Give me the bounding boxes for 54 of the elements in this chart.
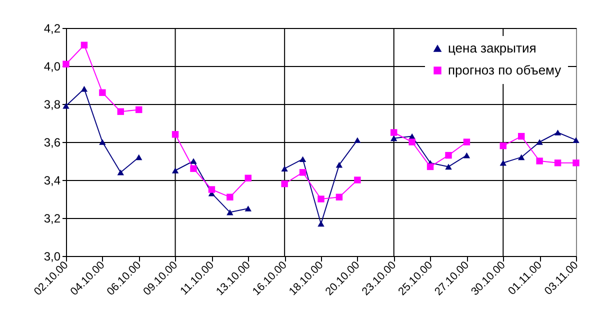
point: [445, 164, 452, 170]
point: [572, 160, 580, 166]
point: [572, 137, 580, 144]
y-tick-label: 4,2: [44, 22, 61, 36]
point: [281, 166, 288, 172]
point: [136, 106, 142, 114]
point: [117, 169, 124, 176]
y-tick-label: 3,0: [44, 250, 61, 264]
point: [445, 152, 452, 159]
point: [536, 139, 543, 145]
point: [208, 186, 216, 193]
point: [244, 174, 252, 182]
point: [172, 168, 179, 174]
point: [354, 137, 361, 144]
point: [463, 138, 470, 146]
point: [190, 165, 197, 172]
point: [518, 154, 525, 160]
legend-label: цена закрытия: [448, 40, 536, 56]
point: [80, 42, 88, 48]
y-tick-label: 3,8: [44, 98, 61, 112]
point: [136, 154, 142, 160]
y-tick-label: 3,4: [44, 174, 61, 188]
point: [554, 130, 562, 136]
point: [554, 160, 562, 166]
point: [80, 86, 88, 92]
point: [408, 138, 416, 146]
point: [299, 156, 306, 162]
point: [117, 108, 124, 115]
point: [99, 139, 106, 145]
point: [354, 176, 361, 184]
point: [244, 206, 252, 212]
y-tick-label: 4,0: [44, 60, 61, 74]
point: [299, 169, 306, 176]
y-tick-label: 3,2: [44, 212, 61, 226]
point: [390, 129, 398, 136]
point: [518, 132, 525, 140]
point: [281, 180, 288, 188]
point: [500, 142, 506, 150]
point: [99, 89, 106, 96]
point: [226, 194, 234, 200]
legend-label: прогноз по объему: [448, 62, 562, 78]
point: [226, 209, 234, 216]
point: [336, 162, 343, 168]
point: [318, 196, 324, 202]
point: [536, 158, 543, 164]
point: [190, 158, 197, 164]
point: [390, 135, 398, 142]
point: [318, 220, 324, 227]
point: [426, 163, 434, 170]
point: [172, 131, 179, 138]
y-tick-label: 3,6: [44, 136, 61, 150]
point: [500, 160, 506, 166]
point: [463, 152, 470, 158]
point: [336, 194, 343, 200]
